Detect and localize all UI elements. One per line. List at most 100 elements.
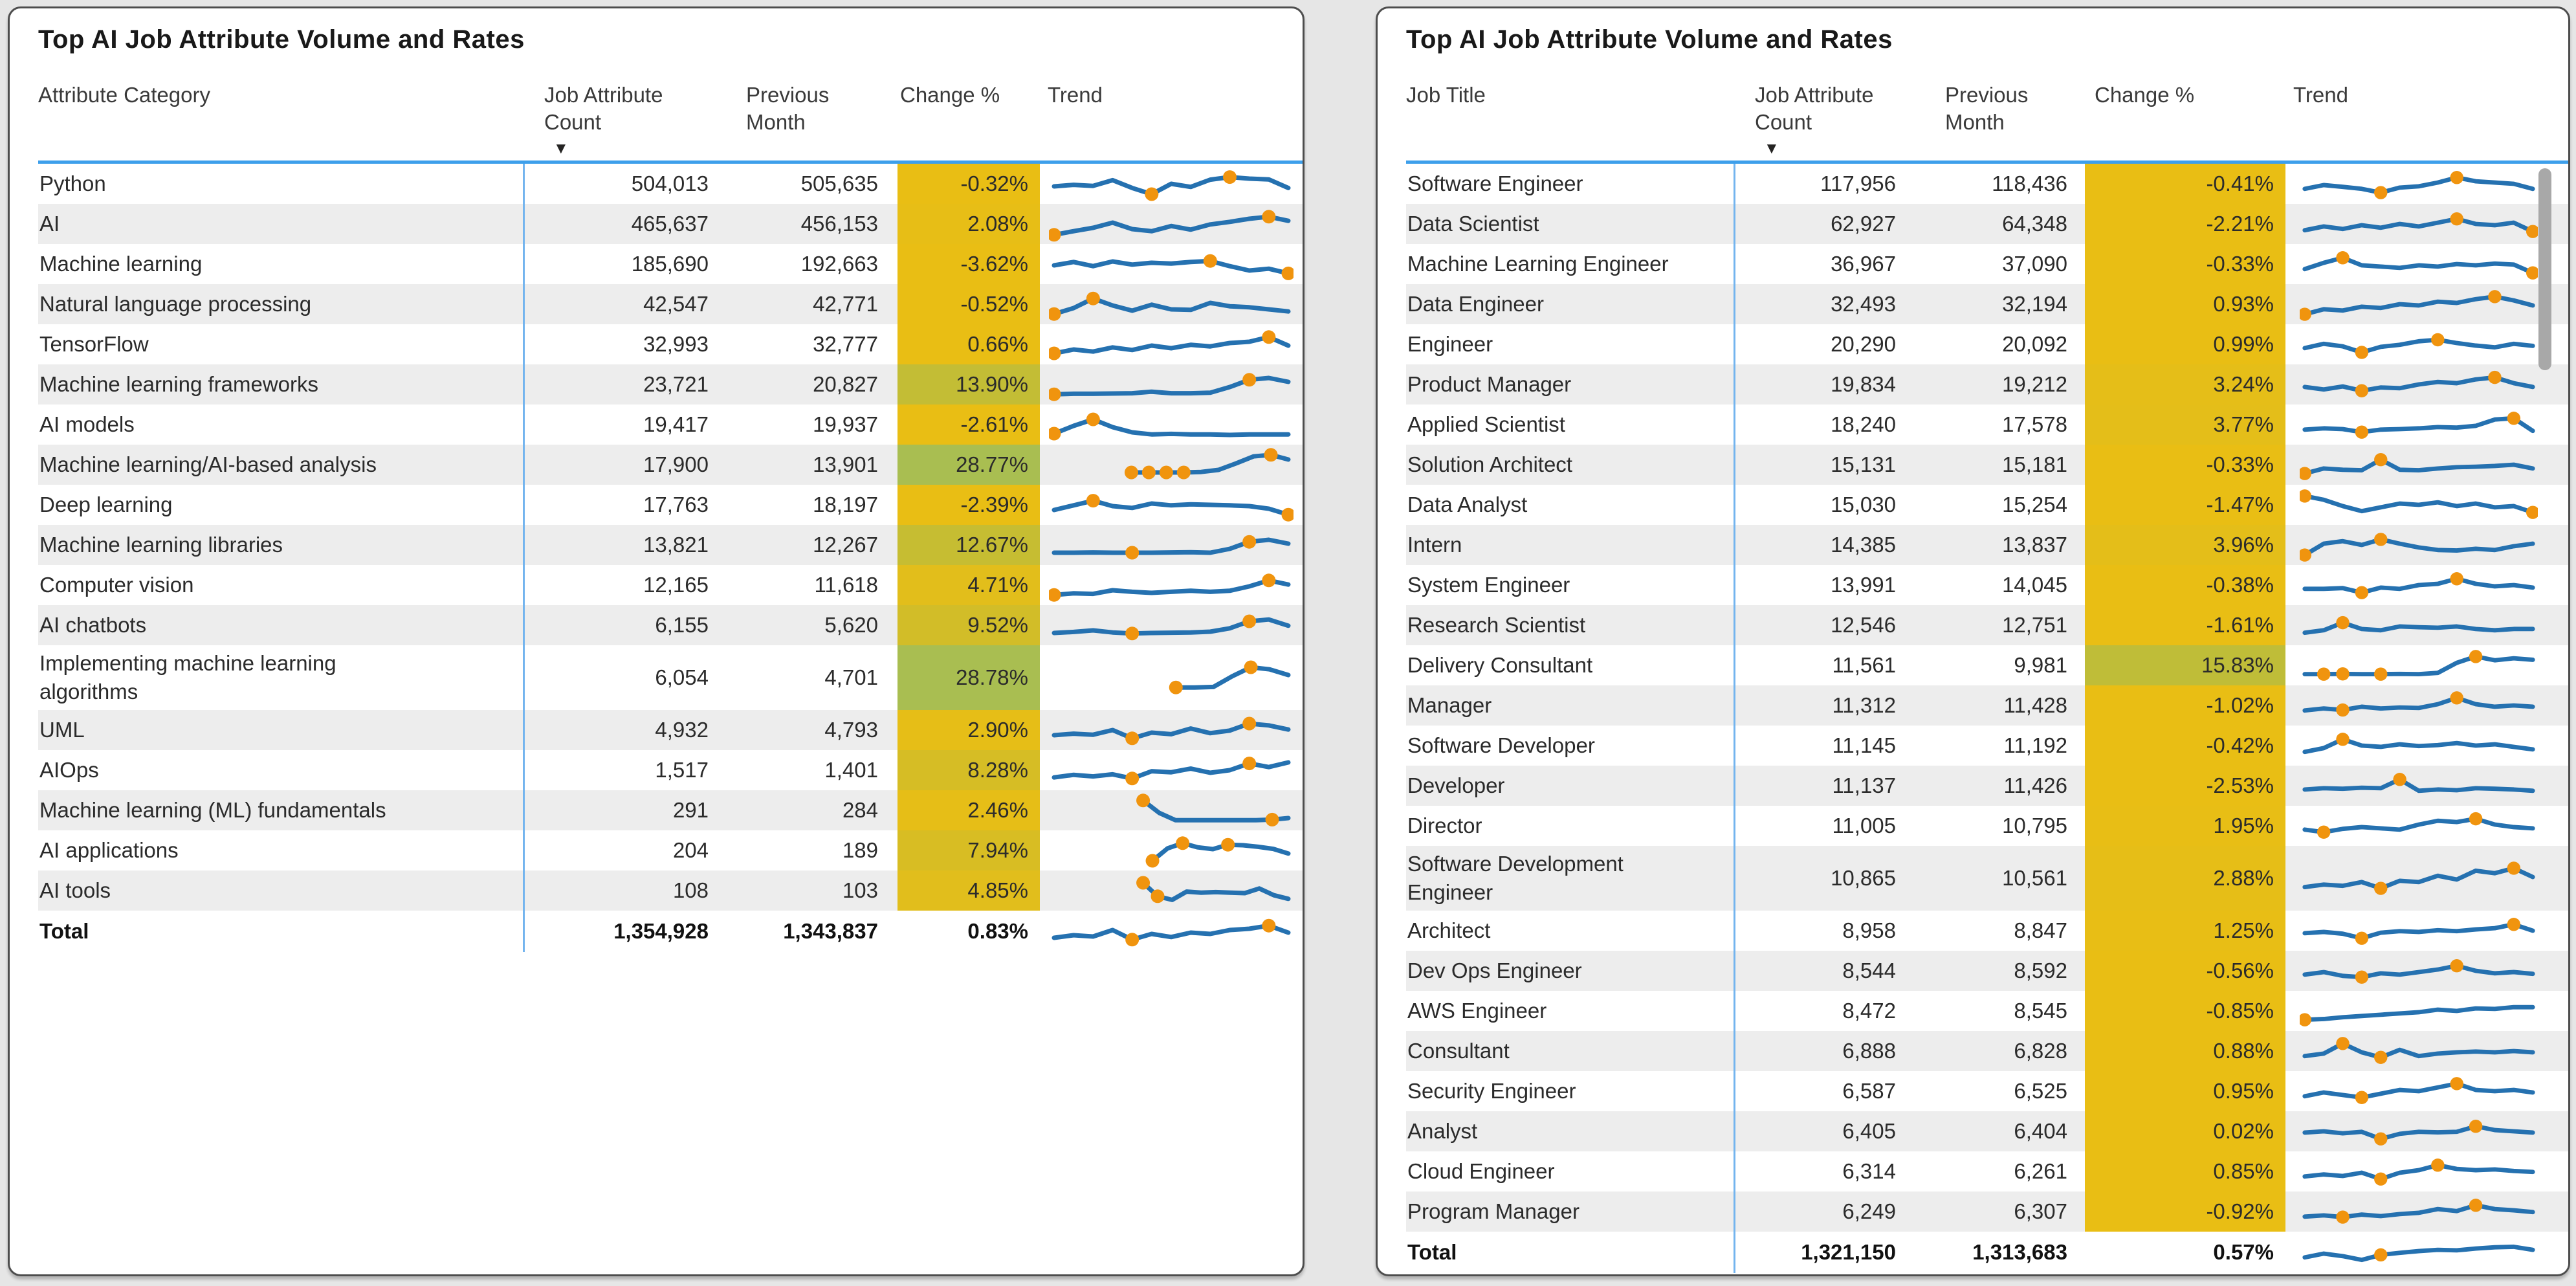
row-label: AI bbox=[38, 204, 525, 244]
trend-sparkline bbox=[2285, 204, 2538, 244]
change-percent-cell: -2.21% bbox=[2078, 204, 2285, 244]
change-percent-cell: 3.96% bbox=[2078, 525, 2285, 565]
trend-sparkline bbox=[2285, 244, 2538, 284]
table-row: UML 4,932 4,793 2.90% bbox=[38, 710, 1303, 750]
change-percent-cell: 28.77% bbox=[881, 445, 1040, 485]
table-row: Intern 14,385 13,837 3.96% bbox=[1406, 525, 2568, 565]
change-percent-value: 0.93% bbox=[2085, 284, 2285, 324]
job-attribute-count-value: 13,821 bbox=[643, 533, 709, 557]
column-header-previous-month[interactable]: Previous Month bbox=[746, 83, 830, 134]
change-percent-cell: -3.62% bbox=[881, 244, 1040, 284]
previous-month-value: 4,793 bbox=[824, 718, 878, 742]
job-attribute-count-value: 185,690 bbox=[631, 252, 709, 276]
change-percent-cell: -0.42% bbox=[2078, 726, 2285, 766]
change-percent-value: 13.90% bbox=[897, 364, 1040, 405]
change-percent-value: -3.62% bbox=[897, 244, 1040, 284]
previous-month-value: 19,937 bbox=[813, 412, 878, 436]
table-row: System Engineer 13,991 14,045 -0.38% bbox=[1406, 565, 2568, 605]
table-row: Program Manager 6,249 6,307 -0.92% bbox=[1406, 1192, 2568, 1232]
change-percent-value: -1.61% bbox=[2085, 605, 2285, 645]
previous-month-value: 20,092 bbox=[2002, 332, 2067, 356]
column-header-job-attribute-count[interactable]: Job Attribute Count ▼ bbox=[525, 76, 714, 157]
row-label: Python bbox=[38, 164, 525, 204]
column-header-job-attribute-count[interactable]: Job Attribute Count ▼ bbox=[1735, 76, 1913, 157]
change-percent-cell: 0.85% bbox=[2078, 1151, 2285, 1192]
change-percent-value: -0.92% bbox=[2085, 1192, 2285, 1232]
change-percent-cell: -0.32% bbox=[881, 164, 1040, 204]
visual-title: Top AI Job Attribute Volume and Rates bbox=[38, 25, 525, 54]
job-attribute-count-value: 6,314 bbox=[1842, 1159, 1896, 1183]
change-percent-value: 3.24% bbox=[2085, 364, 2285, 405]
row-label: Product Manager bbox=[1406, 364, 1735, 405]
previous-month-value: 32,194 bbox=[2002, 292, 2067, 316]
change-percent-value: 8.28% bbox=[897, 750, 1040, 790]
change-percent-value: -0.32% bbox=[897, 164, 1040, 204]
row-label: Manager bbox=[1406, 685, 1735, 726]
row-label: Machine learning frameworks bbox=[38, 364, 525, 405]
trend-sparkline bbox=[2285, 806, 2538, 846]
trend-sparkline bbox=[1040, 284, 1297, 324]
previous-month-value: 192,663 bbox=[800, 252, 878, 276]
job-attribute-count-value: 19,417 bbox=[643, 412, 709, 436]
column-header-attribute-category[interactable]: Attribute Category bbox=[38, 83, 210, 107]
job-attribute-count-value: 12,165 bbox=[643, 573, 709, 597]
job-attribute-count-value: 17,900 bbox=[643, 452, 709, 476]
row-label: Implementing machine learning algorithms bbox=[38, 645, 525, 710]
trend-sparkline bbox=[2285, 911, 2538, 951]
row-label: Data Engineer bbox=[1406, 284, 1735, 324]
row-label: AI models bbox=[38, 405, 525, 445]
trend-sparkline bbox=[1040, 405, 1297, 445]
change-percent-cell: 0.88% bbox=[2078, 1031, 2285, 1071]
previous-month-value: 17,578 bbox=[2002, 412, 2067, 436]
column-header-trend[interactable]: Trend bbox=[1048, 83, 1103, 107]
job-attribute-count-value: 504,013 bbox=[631, 172, 709, 195]
table-row: Total 1,354,928 1,343,837 0.83% bbox=[38, 911, 1303, 952]
job-attribute-count-value: 12,546 bbox=[1831, 613, 1896, 637]
trend-sparkline bbox=[2285, 284, 2538, 324]
previous-month-value: 10,795 bbox=[2002, 814, 2067, 837]
trend-sparkline bbox=[2285, 1111, 2538, 1151]
change-percent-value: -2.21% bbox=[2085, 204, 2285, 244]
change-percent-cell: 28.78% bbox=[881, 645, 1040, 710]
table-row: Applied Scientist 18,240 17,578 3.77% bbox=[1406, 405, 2568, 445]
trend-sparkline bbox=[1040, 830, 1297, 870]
column-header-trend[interactable]: Trend bbox=[2293, 83, 2348, 107]
change-percent-value: 2.90% bbox=[897, 710, 1040, 750]
change-percent-value: 3.96% bbox=[2085, 525, 2285, 565]
table-row: Architect 8,958 8,847 1.25% bbox=[1406, 911, 2568, 951]
change-percent-cell: 0.93% bbox=[2078, 284, 2285, 324]
change-percent-cell: 8.28% bbox=[881, 750, 1040, 790]
change-percent-cell: -0.92% bbox=[2078, 1192, 2285, 1232]
column-header-change-percent[interactable]: Change % bbox=[2095, 83, 2195, 107]
change-percent-value: -0.41% bbox=[2085, 164, 2285, 204]
table-row: Machine learning/AI-based analysis 17,90… bbox=[38, 445, 1303, 485]
row-label: Developer bbox=[1406, 766, 1735, 806]
change-percent-value: -0.33% bbox=[2085, 244, 2285, 284]
column-header-change-percent[interactable]: Change % bbox=[900, 83, 1000, 107]
table-row: Dev Ops Engineer 8,544 8,592 -0.56% bbox=[1406, 951, 2568, 991]
previous-month-value: 10,561 bbox=[2002, 866, 2067, 890]
previous-month-value: 13,901 bbox=[813, 452, 878, 476]
change-percent-cell: 4.71% bbox=[881, 565, 1040, 605]
change-percent-cell: -0.33% bbox=[2078, 244, 2285, 284]
column-header-job-title[interactable]: Job Title bbox=[1406, 83, 1486, 107]
previous-month-value: 1,313,683 bbox=[1972, 1240, 2067, 1264]
change-percent-value: -2.53% bbox=[2085, 766, 2285, 806]
trend-sparkline bbox=[2285, 846, 2538, 911]
vertical-scrollbar-thumb[interactable] bbox=[2538, 168, 2551, 370]
row-label: Director bbox=[1406, 806, 1735, 846]
change-percent-value: 0.02% bbox=[2085, 1111, 2285, 1151]
change-percent-cell: -0.85% bbox=[2078, 991, 2285, 1031]
job-attribute-count-value: 6,888 bbox=[1842, 1039, 1896, 1063]
change-percent-cell: 1.25% bbox=[2078, 911, 2285, 951]
change-percent-cell: 2.88% bbox=[2078, 846, 2285, 911]
previous-month-value: 456,153 bbox=[800, 212, 878, 236]
row-label: Total bbox=[1406, 1232, 1735, 1273]
change-percent-cell: 12.67% bbox=[881, 525, 1040, 565]
table-body: Python 504,013 505,635 -0.32% AI 465,637… bbox=[38, 164, 1303, 952]
job-attribute-count-value: 4,932 bbox=[655, 718, 709, 742]
column-header-previous-month[interactable]: Previous Month bbox=[1945, 83, 2029, 134]
change-percent-cell: -2.53% bbox=[2078, 766, 2285, 806]
row-label: Total bbox=[38, 911, 525, 952]
job-attribute-count-value: 6,054 bbox=[655, 665, 709, 689]
